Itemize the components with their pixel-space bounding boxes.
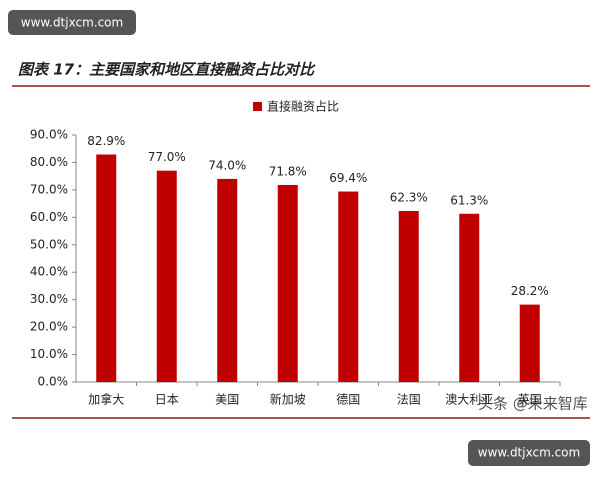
data-label: 71.8% [269,164,307,178]
y-tick-label: 20.0% [30,320,68,334]
legend: 直接融资占比 [253,99,339,114]
x-tick-label: 美国 [215,393,239,407]
bar [277,184,298,382]
legend-label: 直接融资占比 [267,99,339,114]
bar [459,213,480,382]
y-tick-label: 80.0% [30,155,68,169]
chart-title: 图表 17：主要国家和地区直接融资占比对比 [18,61,316,79]
legend-swatch [253,102,262,111]
watermark: www.dtjxcm.com [478,446,580,460]
data-label: 82.9% [87,134,125,148]
data-label: 28.2% [511,284,549,298]
bar [156,170,177,382]
watermark-box [8,10,136,35]
y-tick-label: 40.0% [30,265,68,279]
data-label: 74.0% [208,158,246,172]
y-tick-label: 90.0% [30,128,68,142]
x-tick-label: 加拿大 [88,392,124,407]
x-tick-label: 日本 [155,393,179,407]
y-tick-label: 0.0% [38,375,69,389]
x-tick-label: 德国 [336,392,360,407]
bar [398,211,419,382]
x-tick-label: 新加坡 [270,392,306,407]
y-tick-label: 60.0% [30,210,68,224]
bar [217,178,238,382]
data-label: 61.3% [450,193,488,207]
bar [96,154,117,382]
y-tick-label: 30.0% [30,292,68,306]
x-tick-label: 法国 [397,393,421,407]
x-tick-label: 澳大利亚 [445,393,493,407]
watermark-box [468,440,590,466]
data-label: 69.4% [329,171,367,185]
x-tick-label: 英国 [518,393,542,407]
y-tick-label: 50.0% [30,237,68,251]
bar [519,304,540,382]
y-tick-label: 10.0% [30,347,68,361]
watermark: 头条 @未来智库 [478,395,588,413]
data-label: 77.0% [148,150,186,164]
data-label: 62.3% [390,191,428,205]
watermark: www.dtjxcm.com [21,16,123,30]
bar [338,191,359,382]
y-tick-label: 70.0% [30,182,68,196]
